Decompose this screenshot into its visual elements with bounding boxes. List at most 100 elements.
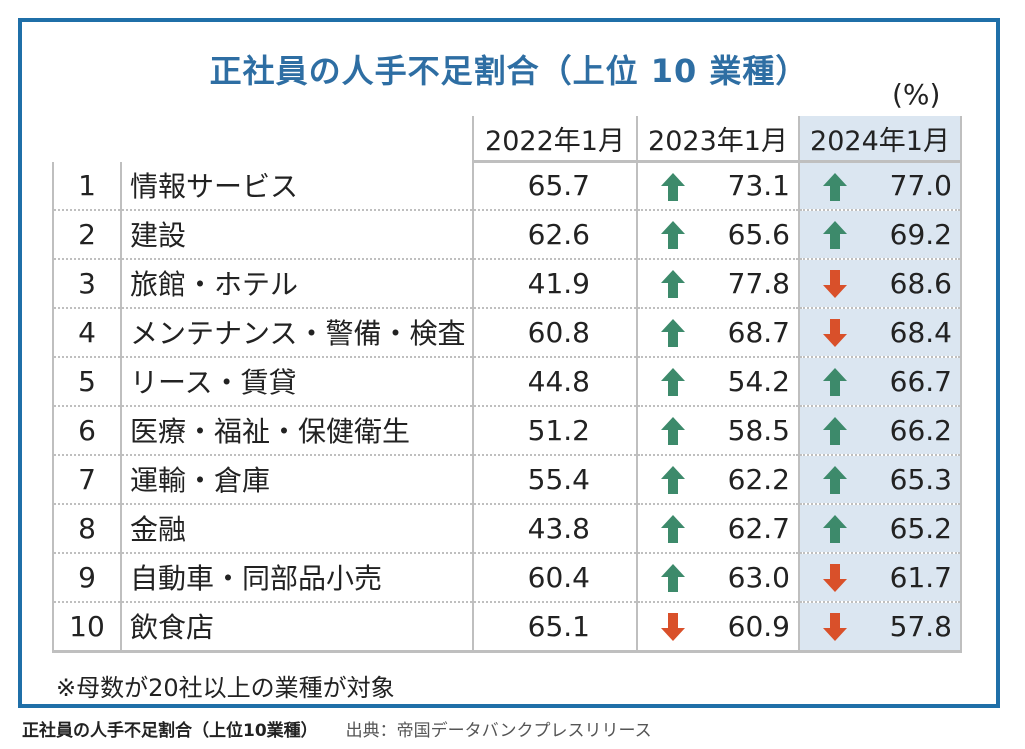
value-2024-text: 69.2 [889, 217, 952, 251]
caption: 正社員の人手不足割合（上位10業種） 出典：帝国データバンクプレスリリース [22, 716, 652, 741]
table-row: 1 情報サービス 65.7 73.1 77.0 [52, 161, 962, 211]
data-table: 2022年1月 2023年1月 2024年1月 1 情報サービス 65.7 73.1 7… [52, 116, 962, 653]
value-2022-cell: 65.7 [472, 161, 637, 211]
arrow-up-icon [661, 173, 685, 201]
value-2023-text: 73.1 [727, 169, 790, 203]
arrow-down-icon [823, 269, 847, 298]
caption-source: 出典：帝国データバンクプレスリリース [345, 721, 652, 741]
value-2022-cell: 44.8 [472, 356, 637, 407]
rank-cell: 8 [52, 503, 122, 554]
value-2024-cell: 57.8 [798, 601, 962, 653]
value-2023-text: 58.5 [727, 413, 790, 447]
value-2024-text: 57.8 [889, 609, 952, 643]
table-row: 10 飲食店 65.1 60.9 57.8 [52, 601, 962, 653]
chart-frame: 正社員の人手不足割合（上位 10 業種） (%) 2022年1月 2023年1月… [18, 18, 1000, 708]
value-2023-cell: 77.8 [636, 258, 799, 309]
arrow-up-icon [661, 367, 685, 396]
rank-cell: 1 [52, 161, 122, 211]
column-header-2023: 2023年1月 [636, 116, 799, 163]
arrow-up-icon [661, 416, 685, 445]
value-2024-cell: 69.2 [798, 209, 962, 260]
rank-cell: 7 [52, 454, 122, 505]
column-header-2022: 2022年1月 [472, 116, 637, 163]
value-2023-cell: 65.6 [636, 209, 799, 260]
value-2022-cell: 41.9 [472, 258, 637, 309]
value-2024-cell: 68.6 [798, 258, 962, 309]
header-blank [53, 116, 473, 162]
footnote: ※母数が20社以上の業種が対象 [56, 674, 395, 702]
arrow-up-icon [823, 514, 847, 543]
value-2024-cell: 68.4 [798, 307, 962, 358]
table-row: 3 旅館・ホテル 41.9 77.8 68.6 [52, 258, 962, 309]
arrow-down-icon [823, 612, 847, 641]
value-2022-cell: 65.1 [472, 601, 637, 653]
industry-cell: 建設 [121, 209, 473, 260]
table-row: 8 金融 43.8 62.7 65.2 [52, 503, 962, 554]
rank-cell: 5 [52, 356, 122, 407]
rank-cell: 9 [52, 552, 122, 603]
arrow-up-icon [661, 514, 685, 543]
industry-cell: 医療・福祉・保健衛生 [121, 405, 473, 456]
industry-cell: 飲食店 [121, 601, 473, 653]
table-row: 2 建設 62.6 65.6 69.2 [52, 209, 962, 260]
caption-title: 正社員の人手不足割合（上位10業種） [22, 721, 318, 741]
value-2023-cell: 73.1 [636, 161, 799, 211]
rank-cell: 10 [52, 601, 122, 653]
value-2023-cell: 68.7 [636, 307, 799, 358]
value-2022-cell: 51.2 [472, 405, 637, 456]
rank-cell: 6 [52, 405, 122, 456]
value-2022-cell: 62.6 [472, 209, 637, 260]
value-2024-cell: 77.0 [798, 161, 962, 211]
arrow-down-icon [823, 563, 847, 592]
table-row: 5 リース・賃貸 44.8 54.2 66.7 [52, 356, 962, 407]
industry-cell: 情報サービス [121, 161, 473, 211]
value-2023-text: 63.0 [727, 560, 790, 594]
arrow-up-icon [661, 563, 685, 592]
table-body: 1 情報サービス 65.7 73.1 77.0 2 建設 62.6 65.6 69.2 3 旅館・ホテ… [52, 161, 962, 653]
value-2024-text: 66.7 [889, 364, 952, 398]
industry-cell: 旅館・ホテル [121, 258, 473, 309]
arrow-up-icon [823, 416, 847, 445]
arrow-up-icon [661, 220, 685, 249]
value-2023-text: 62.2 [727, 462, 790, 496]
value-2023-text: 60.9 [727, 609, 790, 643]
value-2023-cell: 54.2 [636, 356, 799, 407]
arrow-up-icon [661, 465, 685, 494]
value-2024-text: 65.3 [889, 462, 952, 496]
value-2022-cell: 55.4 [472, 454, 637, 505]
value-2023-text: 77.8 [727, 266, 790, 300]
value-2022-cell: 60.4 [472, 552, 637, 603]
value-2024-text: 61.7 [889, 560, 952, 594]
industry-cell: 自動車・同部品小売 [121, 552, 473, 603]
industry-cell: リース・賃貸 [121, 356, 473, 407]
rank-cell: 2 [52, 209, 122, 260]
value-2023-cell: 62.7 [636, 503, 799, 554]
table-row: 7 運輸・倉庫 55.4 62.2 65.3 [52, 454, 962, 505]
value-2023-text: 68.7 [727, 315, 790, 349]
value-2024-text: 68.4 [889, 315, 952, 349]
value-2022-cell: 43.8 [472, 503, 637, 554]
value-2024-cell: 66.2 [798, 405, 962, 456]
table-row: 9 自動車・同部品小売 60.4 63.0 61.7 [52, 552, 962, 603]
value-2022-cell: 60.8 [472, 307, 637, 358]
rank-cell: 4 [52, 307, 122, 358]
arrow-up-icon [661, 318, 685, 347]
value-2023-text: 54.2 [727, 364, 790, 398]
value-2023-cell: 63.0 [636, 552, 799, 603]
industry-cell: 運輸・倉庫 [121, 454, 473, 505]
table-row: 6 医療・福祉・保健衛生 51.2 58.5 66.2 [52, 405, 962, 456]
value-2024-text: 68.6 [889, 266, 952, 300]
value-2024-cell: 65.3 [798, 454, 962, 505]
arrow-up-icon [823, 465, 847, 494]
arrow-down-icon [661, 612, 685, 641]
arrow-up-icon [661, 269, 685, 298]
value-2023-text: 62.7 [727, 511, 790, 545]
rank-cell: 3 [52, 258, 122, 309]
arrow-up-icon [823, 220, 847, 249]
table-row: 4 メンテナンス・警備・検査 60.8 68.7 68.4 [52, 307, 962, 358]
industry-cell: 金融 [121, 503, 473, 554]
arrow-up-icon [823, 173, 847, 201]
value-2024-text: 77.0 [889, 169, 952, 203]
value-2024-text: 65.2 [889, 511, 952, 545]
value-2023-cell: 58.5 [636, 405, 799, 456]
